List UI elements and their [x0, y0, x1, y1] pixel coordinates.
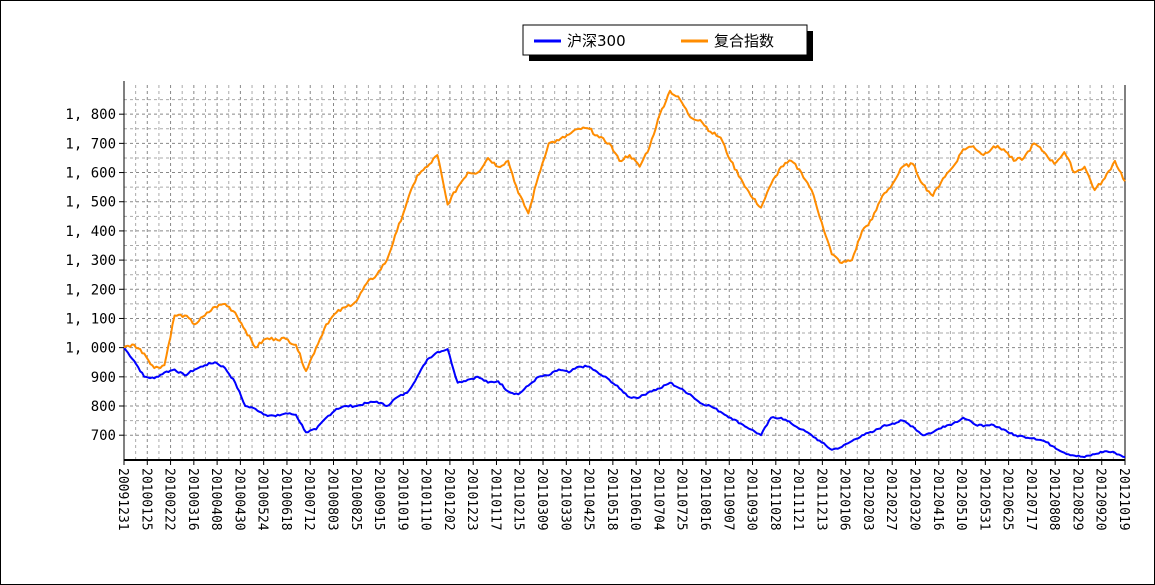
y-tick-label: 1, 000 — [65, 341, 116, 357]
x-tick-label: 20100915 — [371, 468, 386, 531]
x-tick-label: 20100408 — [208, 468, 223, 531]
x-tick-label: 20120510 — [953, 468, 968, 531]
y-tick-label: 1, 800 — [65, 107, 116, 123]
x-tick-label: 20101110 — [418, 468, 433, 531]
x-tick-label: 20100430 — [231, 468, 246, 531]
x-tick-label: 20120416 — [930, 468, 945, 531]
grid — [124, 85, 1125, 460]
x-tick-label: 20100825 — [348, 468, 363, 531]
x-tick-label: 20100712 — [301, 468, 316, 531]
x-tick-label: 20110907 — [720, 468, 735, 531]
x-tick-label: 20101202 — [441, 468, 456, 531]
y-tick-label: 900 — [91, 370, 116, 386]
x-axis-ticks: 20091231 20100125 20100222 20100316 20100408… — [115, 460, 1131, 531]
x-tick-label: 20110610 — [627, 468, 642, 531]
y-tick-label: 700 — [91, 428, 116, 444]
x-tick-label: 20110330 — [557, 468, 572, 531]
x-tick-label: 20120320 — [906, 468, 921, 531]
x-tick-label: 20110425 — [581, 468, 596, 531]
y-tick-label: 1, 100 — [65, 311, 116, 327]
y-axis-ticks: 700 800 900 1, 000 1, 100 1, 200 1, 300 1, 400 1… — [65, 107, 124, 444]
x-tick-label: 20100524 — [255, 468, 270, 531]
legend-label-hs300: 沪深300 — [567, 32, 626, 50]
x-tick-label: 20110518 — [604, 468, 619, 531]
y-tick-label: 1, 400 — [65, 224, 116, 240]
x-tick-label: 20120920 — [1093, 468, 1108, 531]
series-line-composite — [123, 89, 1126, 372]
x-tick-label: 20120203 — [860, 468, 875, 531]
x-tick-label: 20111028 — [767, 468, 782, 531]
x-tick-label: 20101019 — [394, 468, 409, 531]
axes — [123, 81, 1126, 461]
x-tick-label: 20120625 — [1000, 468, 1015, 531]
legend-box — [522, 24, 808, 56]
x-tick-label: 20110117 — [487, 468, 502, 531]
x-tick-label: 20100618 — [278, 468, 293, 531]
x-tick-label: 20101223 — [464, 468, 479, 531]
x-tick-label: 20120106 — [837, 468, 852, 531]
legend-label-composite: 复合指数 — [714, 32, 774, 50]
series-line-hs300 — [123, 347, 1126, 459]
x-tick-label: 20120829 — [1069, 468, 1084, 531]
x-tick-label: 20091231 — [115, 468, 130, 531]
x-tick-label: 20100125 — [138, 468, 153, 531]
x-tick-label: 20110309 — [534, 468, 549, 531]
y-tick-label: 1, 300 — [65, 253, 116, 269]
x-tick-label: 20100316 — [185, 468, 200, 531]
x-tick-label: 20110704 — [650, 468, 665, 531]
x-tick-label: 20120808 — [1046, 468, 1061, 531]
x-tick-label: 20110725 — [674, 468, 689, 531]
x-tick-label: 20111213 — [813, 468, 828, 531]
legend: 沪深300 复合指数 — [522, 24, 813, 61]
x-tick-label: 20111121 — [790, 468, 805, 531]
y-tick-label: 800 — [91, 399, 116, 415]
y-tick-label: 1, 200 — [65, 282, 116, 298]
y-tick-label: 1, 600 — [65, 166, 116, 182]
x-tick-label: 20100803 — [325, 468, 340, 531]
x-tick-label: 20100222 — [162, 468, 177, 531]
y-tick-label: 1, 700 — [65, 136, 116, 152]
x-tick-label: 20120531 — [976, 468, 991, 531]
x-tick-label: 20120717 — [1023, 468, 1038, 531]
x-tick-label: 20110215 — [511, 468, 526, 531]
x-tick-label: 20120227 — [883, 468, 898, 531]
x-tick-label: 20110930 — [744, 468, 759, 531]
x-tick-label: 20121019 — [1116, 468, 1131, 531]
y-tick-label: 1, 500 — [65, 195, 116, 211]
series-layer — [123, 89, 1126, 459]
x-tick-label: 20110816 — [697, 468, 712, 531]
